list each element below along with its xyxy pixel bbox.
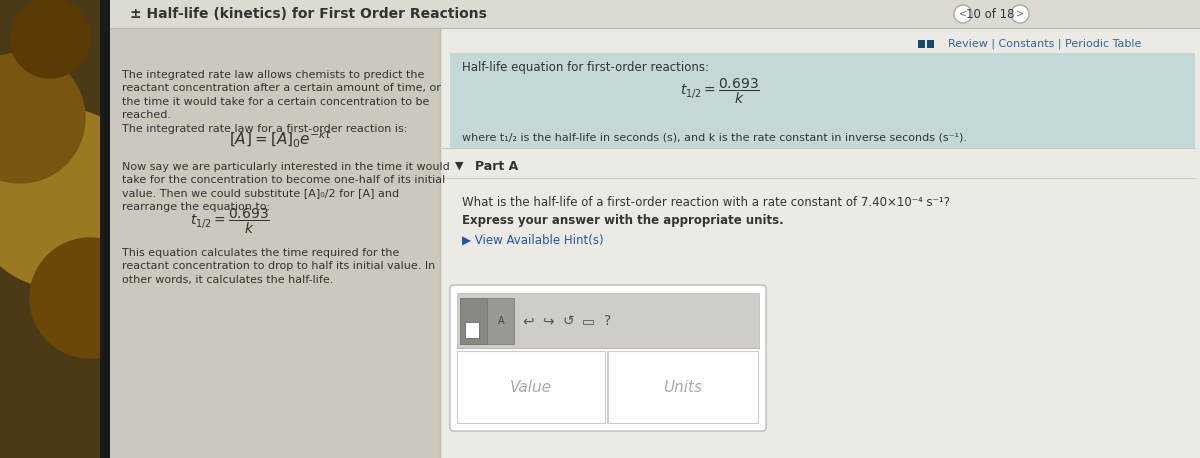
FancyBboxPatch shape bbox=[466, 322, 479, 338]
Text: The integrated rate law allows chemists to predict the: The integrated rate law allows chemists … bbox=[122, 70, 425, 80]
Text: >: > bbox=[1016, 9, 1024, 19]
FancyBboxPatch shape bbox=[110, 0, 1200, 28]
Text: value. Then we could substitute [A]₀/2 for [A] and: value. Then we could substitute [A]₀/2 f… bbox=[122, 189, 400, 198]
Circle shape bbox=[1010, 5, 1030, 23]
Text: ↺: ↺ bbox=[562, 314, 574, 328]
FancyBboxPatch shape bbox=[450, 285, 766, 431]
Text: Part A: Part A bbox=[475, 159, 518, 173]
Text: where t₁/₂ is the half-life in seconds (s), and k is the rate constant in invers: where t₁/₂ is the half-life in seconds (… bbox=[462, 133, 967, 143]
Text: reactant concentration after a certain amount of time, or: reactant concentration after a certain a… bbox=[122, 83, 440, 93]
FancyBboxPatch shape bbox=[457, 351, 605, 423]
Text: ▼: ▼ bbox=[455, 161, 463, 171]
Text: The integrated rate law for a first-order reaction is:: The integrated rate law for a first-orde… bbox=[122, 124, 407, 134]
Text: rearrange the equation to:: rearrange the equation to: bbox=[122, 202, 270, 212]
FancyBboxPatch shape bbox=[608, 351, 758, 423]
Text: ▶ View Available Hint(s): ▶ View Available Hint(s) bbox=[462, 234, 604, 247]
Text: reached.: reached. bbox=[122, 110, 172, 120]
Text: ▭: ▭ bbox=[582, 314, 594, 328]
Text: $t_{1/2} = \dfrac{0.693}{k}$: $t_{1/2} = \dfrac{0.693}{k}$ bbox=[190, 207, 270, 236]
FancyBboxPatch shape bbox=[918, 40, 925, 48]
Text: This equation calculates the time required for the: This equation calculates the time requir… bbox=[122, 247, 400, 257]
Text: Value: Value bbox=[510, 380, 552, 394]
Text: $t_{1/2} = \dfrac{0.693}{k}$: $t_{1/2} = \dfrac{0.693}{k}$ bbox=[680, 76, 760, 106]
FancyBboxPatch shape bbox=[0, 0, 106, 458]
Text: What is the half-life of a first-order reaction with a rate constant of 7.40×10⁻: What is the half-life of a first-order r… bbox=[462, 196, 950, 209]
Text: take for the concentration to become one-half of its initial: take for the concentration to become one… bbox=[122, 175, 445, 185]
Text: Express your answer with the appropriate units.: Express your answer with the appropriate… bbox=[462, 214, 784, 227]
Text: Review | Constants | Periodic Table: Review | Constants | Periodic Table bbox=[948, 39, 1141, 49]
Text: other words, it calculates the half-life.: other words, it calculates the half-life… bbox=[122, 274, 334, 284]
FancyBboxPatch shape bbox=[450, 53, 1195, 148]
Text: Half-life equation for first-order reactions:: Half-life equation for first-order react… bbox=[462, 61, 709, 74]
FancyBboxPatch shape bbox=[100, 0, 110, 458]
Circle shape bbox=[30, 238, 150, 358]
Text: ↩: ↩ bbox=[522, 314, 534, 328]
Text: 10 of 18: 10 of 18 bbox=[966, 7, 1014, 21]
FancyBboxPatch shape bbox=[110, 0, 1200, 458]
Circle shape bbox=[0, 53, 85, 183]
Text: Units: Units bbox=[664, 380, 702, 394]
FancyBboxPatch shape bbox=[457, 293, 760, 348]
Text: reactant concentration to drop to half its initial value. In: reactant concentration to drop to half i… bbox=[122, 261, 436, 271]
Text: A: A bbox=[498, 316, 504, 326]
Circle shape bbox=[954, 5, 972, 23]
Circle shape bbox=[10, 0, 90, 78]
FancyBboxPatch shape bbox=[460, 298, 487, 344]
FancyBboxPatch shape bbox=[110, 28, 440, 458]
Text: ?: ? bbox=[605, 314, 612, 328]
FancyBboxPatch shape bbox=[440, 28, 1200, 458]
Circle shape bbox=[0, 108, 150, 288]
Text: $[A] = [A]_0e^{-kt}$: $[A] = [A]_0e^{-kt}$ bbox=[229, 129, 331, 150]
FancyBboxPatch shape bbox=[928, 40, 934, 48]
Text: ± Half-life (kinetics) for First Order Reactions: ± Half-life (kinetics) for First Order R… bbox=[130, 7, 487, 21]
Text: <: < bbox=[959, 9, 967, 19]
Text: Now say we are particularly interested in the time it would: Now say we are particularly interested i… bbox=[122, 162, 450, 171]
Text: the time it would take for a certain concentration to be: the time it would take for a certain con… bbox=[122, 97, 430, 107]
Text: ↪: ↪ bbox=[542, 314, 554, 328]
FancyBboxPatch shape bbox=[487, 298, 514, 344]
